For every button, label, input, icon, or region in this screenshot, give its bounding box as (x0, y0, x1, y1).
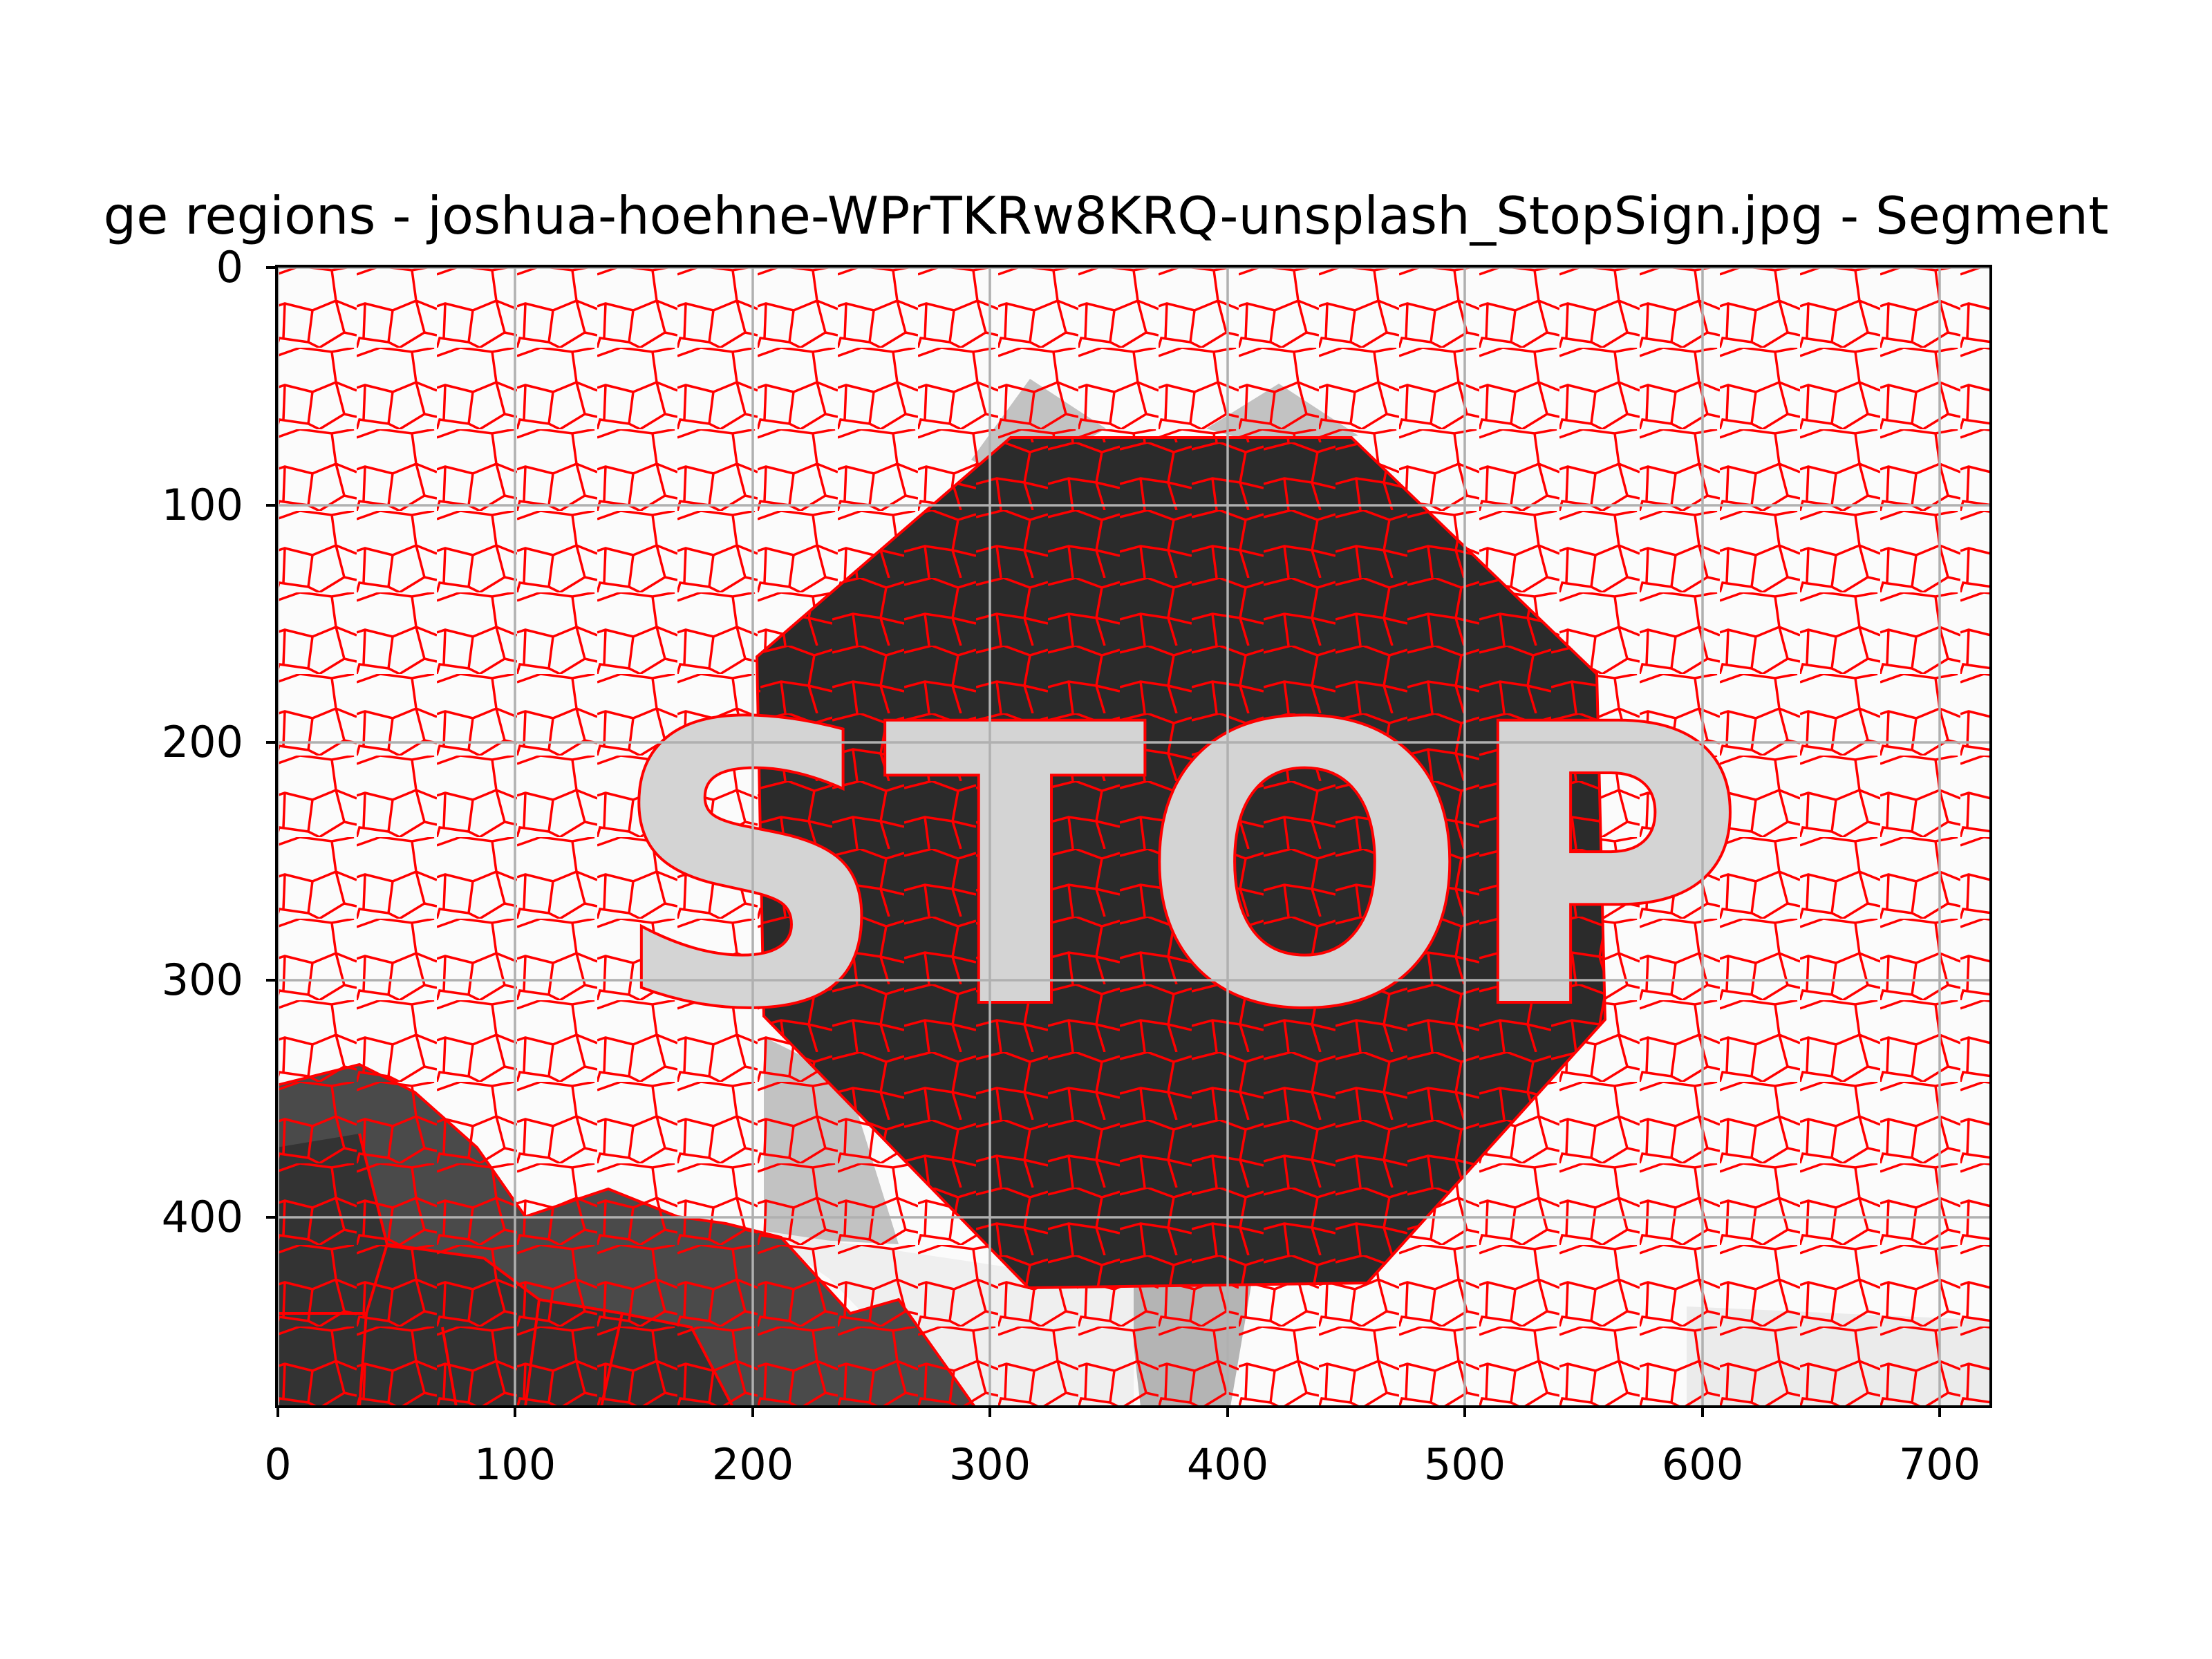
figure-title: ge regions - joshua-hoehne-WPrTKRw8KRQ-u… (104, 185, 2109, 246)
x-tick-label: 400 (1187, 1439, 1268, 1490)
x-tick-label: 600 (1662, 1439, 1743, 1490)
y-tick-label: 100 (162, 480, 243, 530)
x-axis (276, 1407, 1941, 1417)
x-tick-label: 0 (264, 1439, 291, 1490)
stop-sign-segments (757, 438, 1605, 1288)
x-tick-label: 100 (474, 1439, 556, 1490)
x-tick-label: 500 (1424, 1439, 1506, 1490)
x-tick-label: 700 (1899, 1439, 1980, 1490)
y-axis (266, 266, 276, 1219)
x-tick-label: 200 (712, 1439, 794, 1490)
segmentation-image: STOP (276, 266, 1991, 1407)
axes-frame (275, 265, 1992, 1408)
y-tick-label: 300 (162, 955, 243, 1005)
stop-sign-letters: STOP (611, 644, 1739, 1094)
y-tick-label: 400 (162, 1192, 243, 1242)
x-tick-label: 300 (949, 1439, 1031, 1490)
y-tick-label: 0 (216, 242, 243, 292)
y-tick-label: 200 (162, 717, 243, 767)
